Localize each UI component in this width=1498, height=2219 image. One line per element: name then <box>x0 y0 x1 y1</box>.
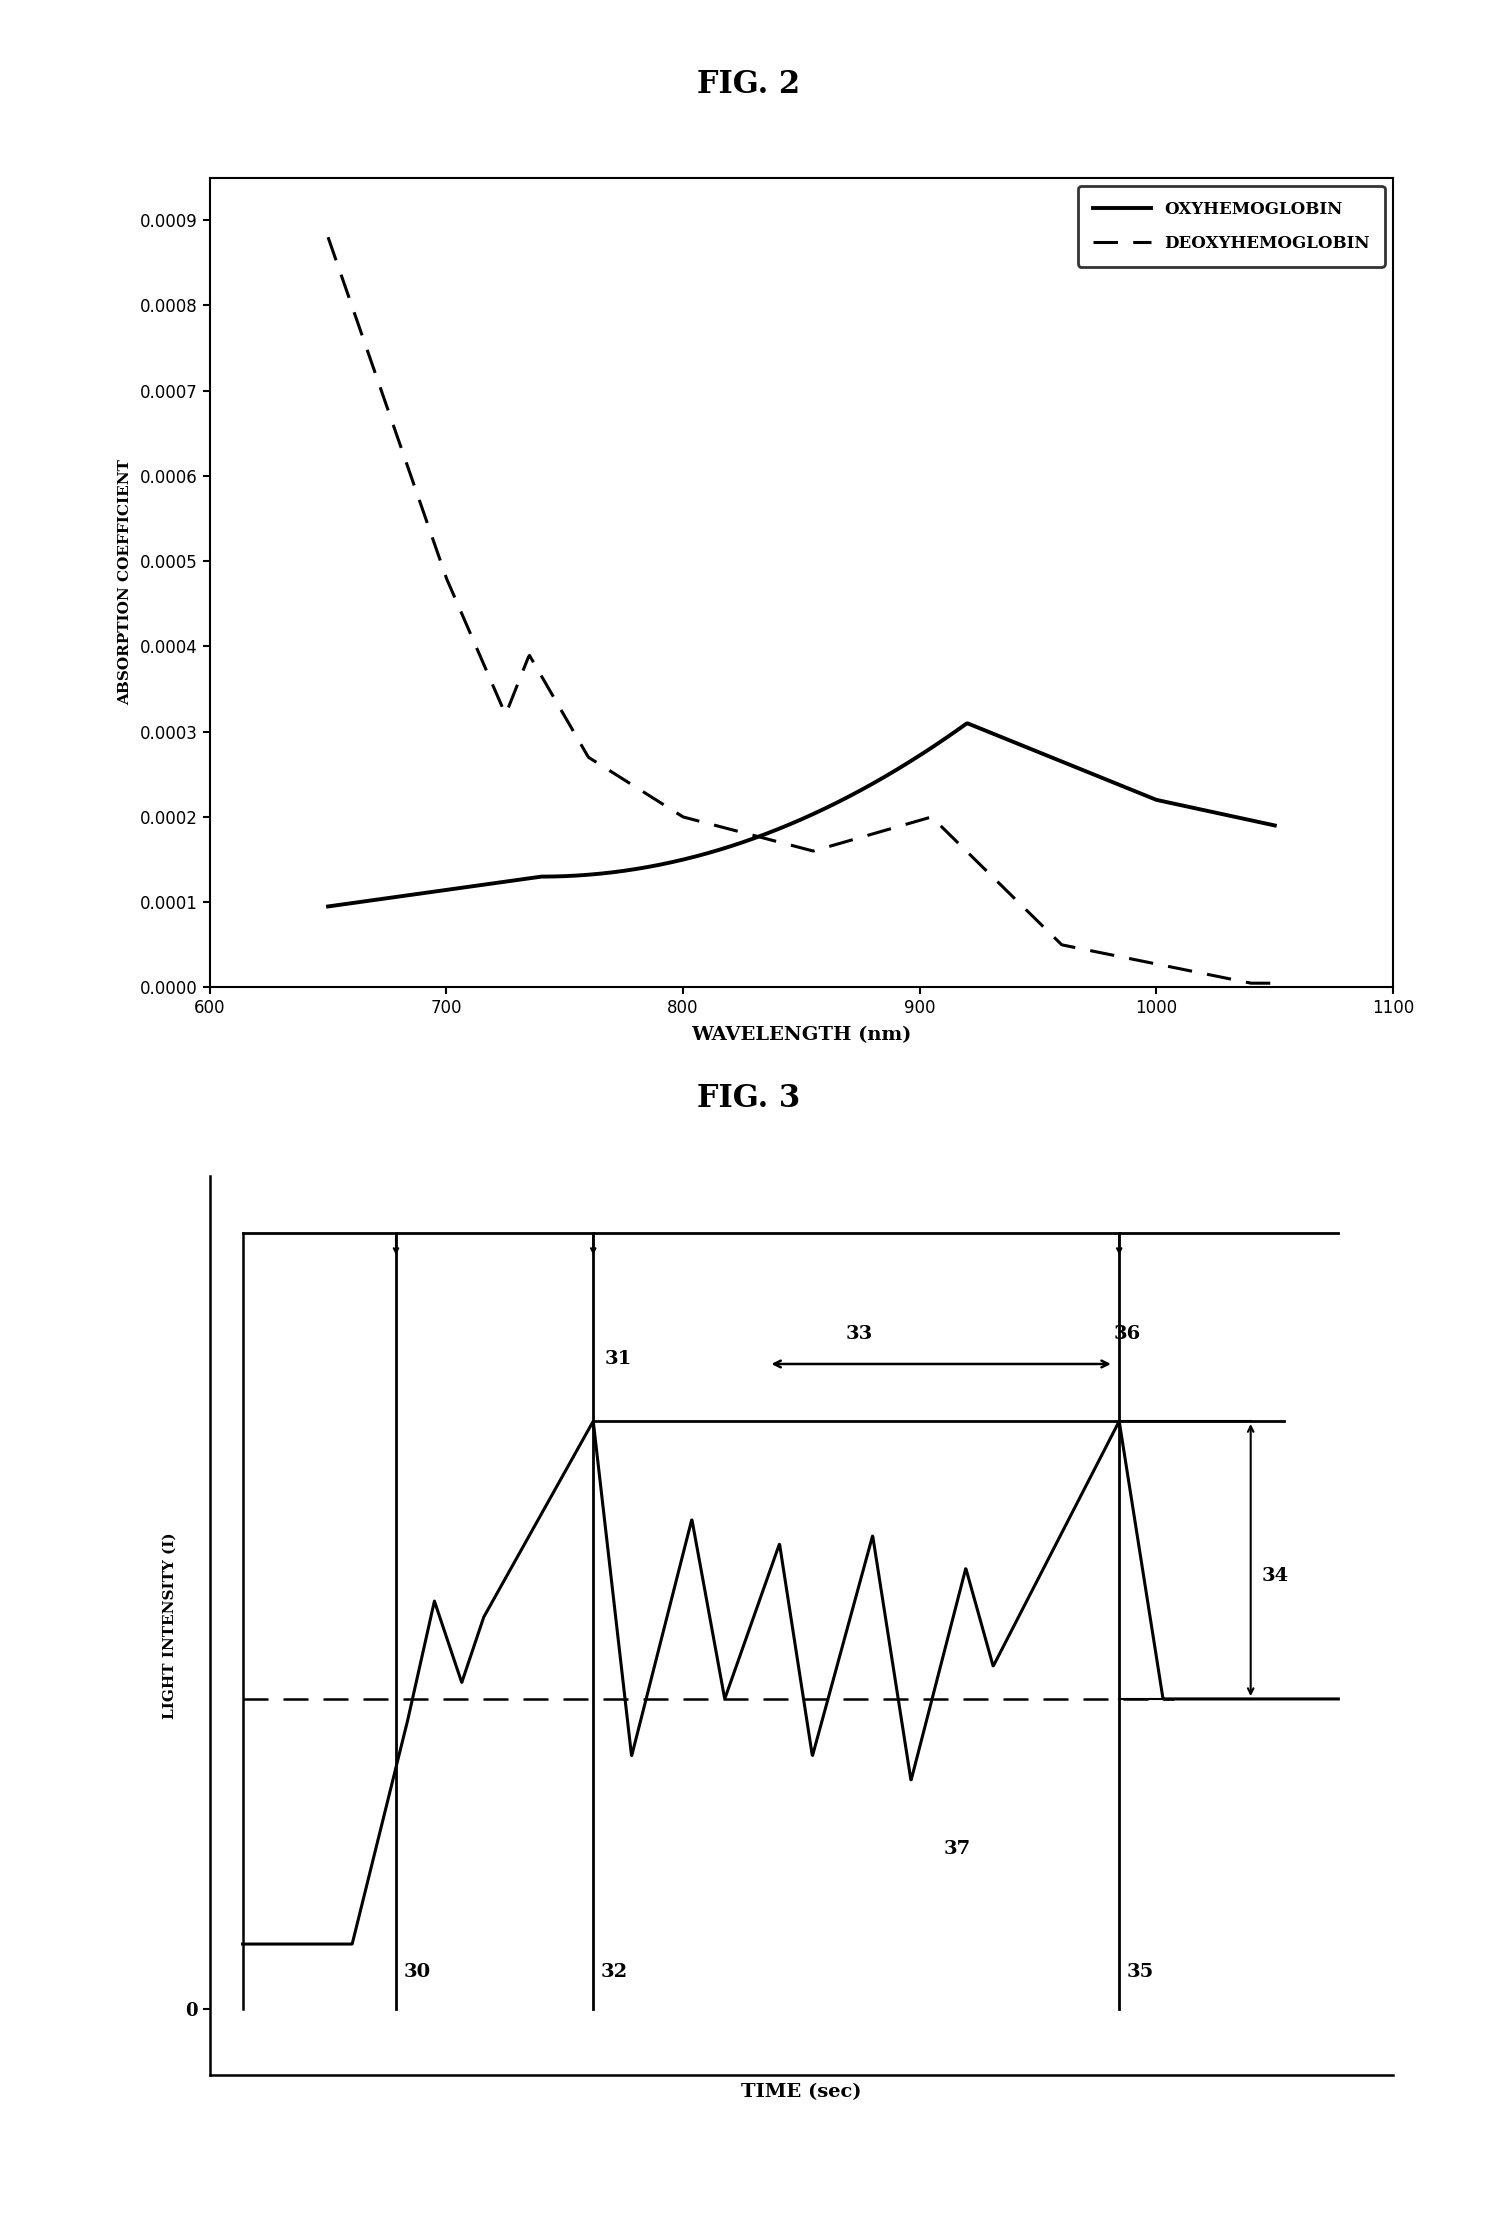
DEOXYHEMOGLOBIN <box>1037 916 1055 943</box>
Legend: OXYHEMOGLOBIN, DEOXYHEMOGLOBIN: OXYHEMOGLOBIN, DEOXYHEMOGLOBIN <box>1077 186 1384 266</box>
Text: 33: 33 <box>845 1325 872 1342</box>
Text: 30: 30 <box>403 1964 431 1982</box>
OXYHEMOGLOBIN <box>869 768 887 794</box>
Y-axis label: LIGHT INTENSITY (I): LIGHT INTENSITY (I) <box>163 1531 177 1720</box>
Text: 34: 34 <box>1261 1567 1288 1584</box>
OXYHEMOGLOBIN <box>957 710 975 737</box>
DEOXYHEMOGLOBIN <box>319 224 337 251</box>
Y-axis label: ABSORPTION COEFFICIENT: ABSORPTION COEFFICIENT <box>118 459 132 706</box>
OXYHEMOGLOBIN <box>1266 812 1284 839</box>
Text: 35: 35 <box>1126 1964 1153 1982</box>
Text: FIG. 3: FIG. 3 <box>698 1083 800 1114</box>
Text: FIG. 2: FIG. 2 <box>698 69 800 100</box>
OXYHEMOGLOBIN <box>1038 743 1056 770</box>
Line: OXYHEMOGLOBIN: OXYHEMOGLOBIN <box>328 723 1275 905</box>
DEOXYHEMOGLOBIN <box>377 391 395 417</box>
Text: 31: 31 <box>604 1349 632 1367</box>
Line: DEOXYHEMOGLOBIN: DEOXYHEMOGLOBIN <box>328 237 1275 983</box>
OXYHEMOGLOBIN <box>377 885 395 912</box>
DEOXYHEMOGLOBIN <box>894 812 912 839</box>
DEOXYHEMOGLOBIN <box>1266 970 1284 996</box>
Text: 36: 36 <box>1113 1325 1141 1342</box>
Text: 32: 32 <box>601 1964 628 1982</box>
OXYHEMOGLOBIN <box>894 752 912 779</box>
DEOXYHEMOGLOBIN <box>869 819 887 845</box>
OXYHEMOGLOBIN <box>923 734 941 761</box>
OXYHEMOGLOBIN <box>319 892 337 919</box>
Text: 37: 37 <box>944 1840 971 1857</box>
DEOXYHEMOGLOBIN <box>1134 948 1152 974</box>
DEOXYHEMOGLOBIN <box>1243 970 1261 996</box>
OXYHEMOGLOBIN <box>1135 781 1153 808</box>
X-axis label: TIME (sec): TIME (sec) <box>742 2084 861 2101</box>
X-axis label: WAVELENGTH (nm): WAVELENGTH (nm) <box>691 1025 912 1043</box>
DEOXYHEMOGLOBIN <box>923 803 941 830</box>
